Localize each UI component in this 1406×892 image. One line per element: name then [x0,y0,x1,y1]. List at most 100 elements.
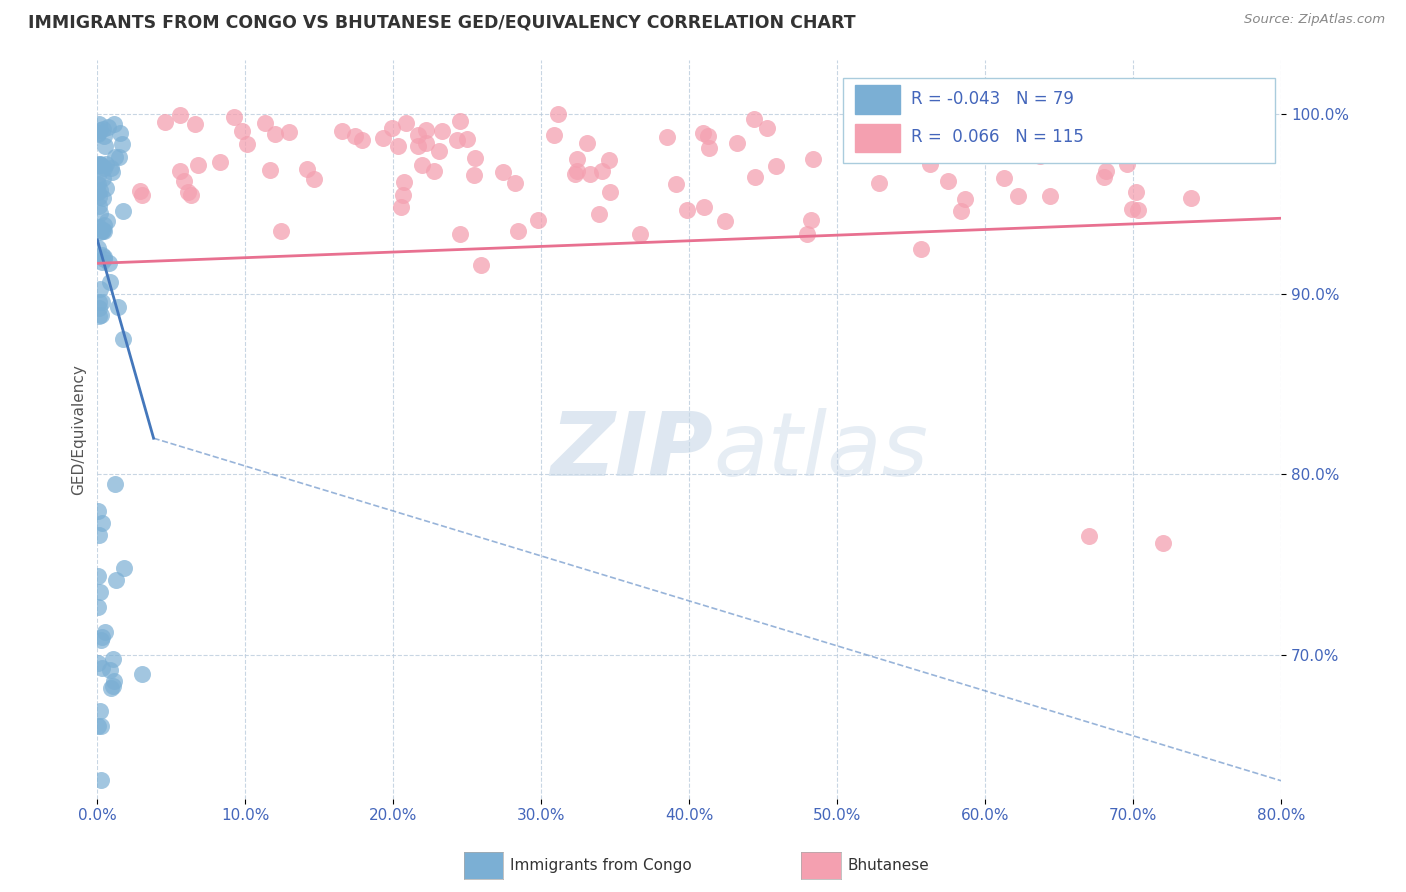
Point [97,256,120,270]
Point [87,158,110,172]
Point [91,295,114,310]
Point [112,203,135,218]
Point [1180,192,1202,206]
Point [381,121,404,136]
Point [91,516,114,530]
Point [259,163,281,178]
Point [1115,157,1137,171]
Point [87,220,110,235]
Point [911,116,934,130]
Point [727,136,749,150]
Point [90,308,112,322]
Point [411,158,433,172]
Point [392,187,415,202]
Point [98,275,121,289]
Point [1064,122,1087,136]
Point [104,477,127,491]
Point [253,116,276,130]
Point [98,663,121,677]
Point [103,117,125,131]
Point [90,158,112,172]
Point [995,140,1018,154]
Point [756,120,779,135]
Point [86,127,108,141]
Point [187,157,209,171]
Point [1029,149,1052,163]
Point [86,169,108,183]
Point [456,132,478,146]
Point [93,161,115,175]
Point [1084,108,1107,122]
Point [796,227,818,242]
Point [91,122,114,136]
FancyBboxPatch shape [844,78,1275,163]
Point [392,175,415,189]
Point [1040,122,1063,136]
Text: R =  0.066   N = 115: R = 0.066 N = 115 [911,128,1084,146]
Y-axis label: GED/Equivalency: GED/Equivalency [72,364,86,495]
Point [543,128,565,142]
Point [91,223,114,237]
Point [567,163,589,178]
Point [87,126,110,140]
Point [464,151,486,165]
Point [87,295,110,310]
Point [86,569,108,583]
Point [986,138,1008,153]
Point [131,188,153,202]
Point [910,242,932,256]
Point [765,160,787,174]
Point [1121,202,1143,216]
Point [955,112,977,127]
Point [676,202,699,217]
Point [872,112,894,127]
Point [915,148,938,162]
Point [87,657,110,671]
Point [449,114,471,128]
Point [97,120,120,135]
Point [868,176,890,190]
Point [89,282,111,296]
Point [93,252,115,267]
Point [693,200,716,214]
Point [89,225,111,239]
Point [277,125,299,139]
Point [692,127,714,141]
Point [90,254,112,268]
FancyBboxPatch shape [855,86,900,113]
Point [87,190,110,204]
Point [103,673,125,688]
Point [89,157,111,171]
Point [295,161,318,176]
Point [697,128,720,143]
Point [87,117,110,131]
Point [503,176,526,190]
Point [90,719,112,733]
Point [87,504,110,518]
Point [1116,134,1139,148]
Point [1080,119,1102,133]
Point [576,136,599,151]
Point [1069,120,1091,135]
Point [432,124,454,138]
Point [565,153,588,167]
Point [564,167,586,181]
Point [108,127,131,141]
Point [427,144,450,158]
Point [1157,128,1180,143]
Point [90,772,112,787]
Point [1007,189,1029,203]
Point [91,171,114,186]
Point [91,630,114,644]
Point [96,214,118,228]
Point [470,258,492,272]
Point [588,207,610,221]
Point [87,157,110,171]
Point [628,227,651,241]
Point [391,200,413,214]
Point [235,136,257,151]
Point [93,128,115,143]
Point [169,164,191,178]
Point [845,136,868,150]
Point [87,220,110,235]
